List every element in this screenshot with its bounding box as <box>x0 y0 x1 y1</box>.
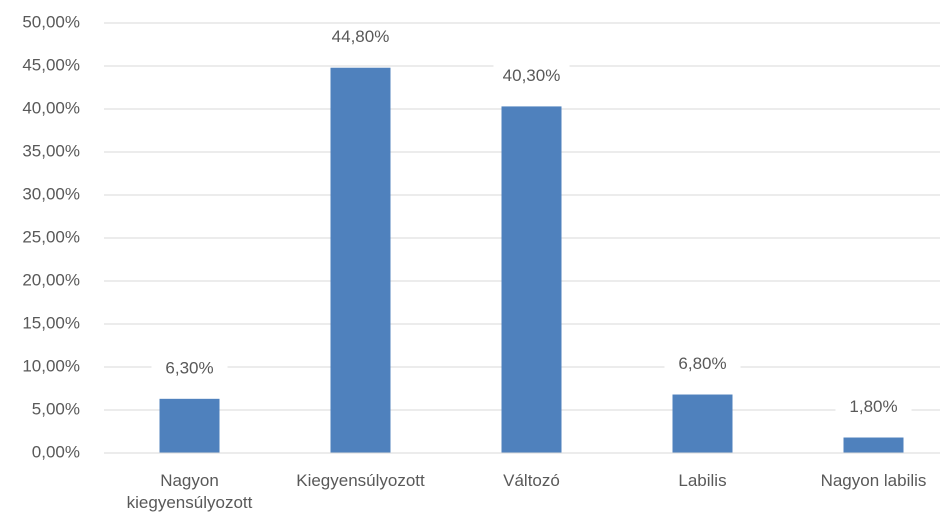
y-tick-label: 5,00% <box>32 399 80 418</box>
data-label-background <box>664 351 741 378</box>
x-tick-label: Változó <box>503 471 560 490</box>
data-label: 6,30% <box>165 358 213 377</box>
y-tick-label: 20,00% <box>22 270 80 289</box>
y-tick-label: 40,00% <box>22 98 80 117</box>
data-label-background <box>835 394 912 421</box>
bar <box>330 67 391 453</box>
data-label: 1,80% <box>849 397 897 416</box>
bar <box>843 437 904 453</box>
y-tick-label: 35,00% <box>22 141 80 160</box>
data-label-background <box>151 355 228 382</box>
x-tick-label: Labilis <box>678 471 727 490</box>
data-label: 40,30% <box>503 66 561 85</box>
bar <box>159 398 220 453</box>
y-tick-label: 15,00% <box>22 313 80 332</box>
bar <box>672 394 733 453</box>
x-tick-label: Nagyon kiegyensúlyozott <box>126 471 253 512</box>
bar <box>501 106 562 454</box>
data-label-background <box>493 63 570 90</box>
y-tick-label: 10,00% <box>22 356 80 375</box>
x-tick-label: Kiegyensúlyozott <box>296 471 425 490</box>
data-label-background <box>322 24 399 51</box>
data-label: 6,80% <box>678 354 726 373</box>
y-tick-label: 25,00% <box>22 227 80 246</box>
data-label: 44,80% <box>332 27 390 46</box>
y-tick-label: 50,00% <box>22 12 80 31</box>
y-tick-label: 0,00% <box>32 442 80 461</box>
y-tick-label: 45,00% <box>22 55 80 74</box>
y-tick-label: 30,00% <box>22 184 80 203</box>
x-tick-label: Nagyon labilis <box>820 471 927 490</box>
